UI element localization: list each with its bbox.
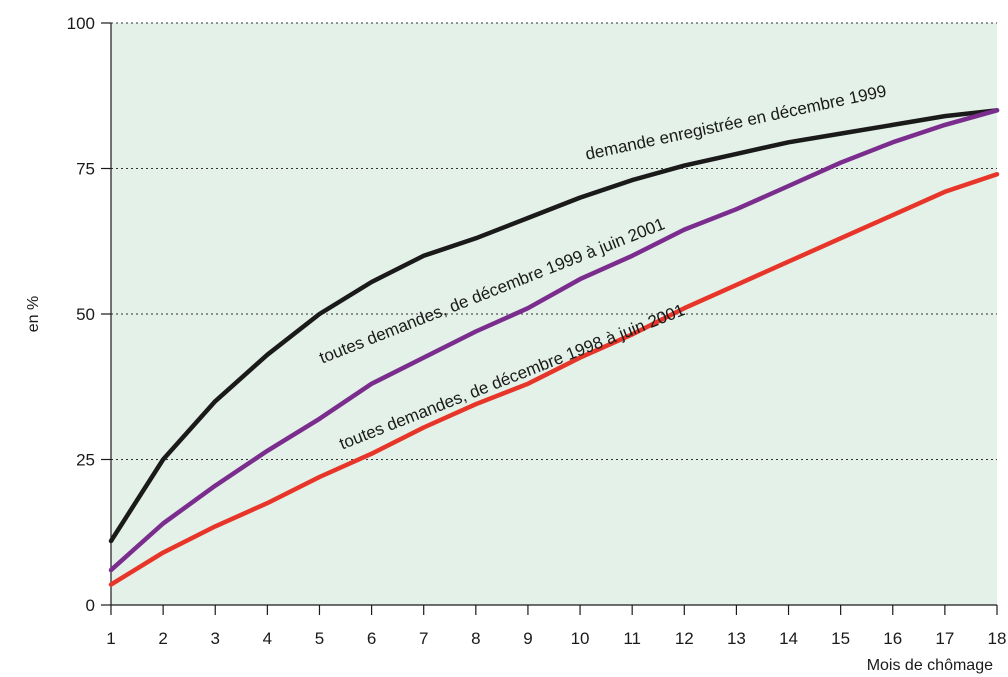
x-tick-label: 3: [211, 629, 220, 648]
x-tick-label: 17: [935, 629, 954, 648]
x-tick-label: 18: [988, 629, 1007, 648]
x-tick-label: 6: [367, 629, 376, 648]
x-tick-label: 7: [419, 629, 428, 648]
y-tick-label: 100: [67, 14, 95, 33]
series-line-3: [108, 172, 1000, 587]
y-tick-label: 50: [76, 305, 95, 324]
series-line-1: [108, 108, 1000, 544]
x-tick-label: 11: [623, 629, 641, 648]
x-axis-title: Mois de chômage: [867, 657, 993, 674]
x-tick-label: 4: [263, 629, 272, 648]
x-tick-label: 12: [675, 629, 694, 648]
x-tick-label: 2: [158, 629, 167, 648]
y-axis-title: en %: [25, 296, 42, 332]
series-line-2: [108, 108, 1000, 573]
x-tick-label: 10: [571, 629, 590, 648]
x-tick-label: 5: [315, 629, 324, 648]
x-tick-label: 13: [727, 629, 746, 648]
series-lines: [108, 108, 1000, 587]
plot-background: [111, 23, 997, 605]
x-tick-label: 15: [831, 629, 850, 648]
x-tick-label: 1: [106, 629, 115, 648]
y-tick-label: 75: [76, 160, 95, 179]
y-tick-label: 0: [86, 596, 95, 615]
x-tick-label: 16: [883, 629, 902, 648]
y-tick-label: 25: [76, 451, 95, 470]
x-tick-label: 8: [471, 629, 480, 648]
x-tick-label: 14: [779, 629, 798, 648]
x-tick-label: 9: [523, 629, 532, 648]
